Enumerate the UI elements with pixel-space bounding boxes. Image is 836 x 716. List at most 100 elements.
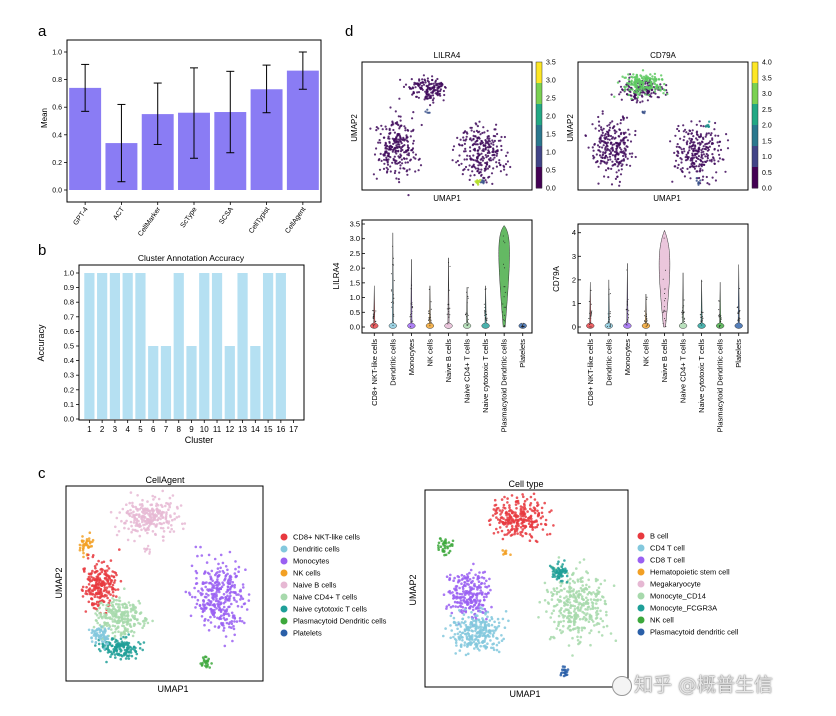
panel-d2-point: [614, 177, 618, 180]
panel-d2-point-high: [662, 92, 665, 95]
panel-c1-point-naive-cytotoxic: [141, 648, 144, 652]
panel-c2-point-cd4-t: [481, 607, 484, 610]
panel-c2-point-monocyte-cd14: [563, 587, 566, 591]
panel-d2-point: [605, 144, 609, 147]
panel-c2-point-cd4-t: [478, 649, 481, 652]
panel-c2-point-b-cell: [495, 527, 498, 531]
panel-c2-point-monocyte-cd14: [577, 630, 580, 634]
panel-c1-point-cd8-nkt: [90, 571, 93, 575]
panel-c1-point-naive-b: [146, 500, 149, 503]
panel-c1-point-monocytes: [217, 588, 220, 592]
panel-c1-point-naive-b: [140, 515, 143, 519]
panel-c2-point-b-cell: [506, 529, 510, 532]
panel-d1-point: [488, 165, 491, 168]
panel-d2-point: [619, 91, 622, 94]
panel-c2-point-cd8-t: [466, 573, 469, 576]
panel-d2-point: [691, 129, 694, 132]
panel-c2-point-cd8-t: [464, 610, 468, 614]
panel-d2-point: [610, 93, 613, 96]
panel-d2-point: [690, 145, 693, 148]
panel-d4-jitter-point: [589, 326, 591, 328]
panel-d2-point-high: [651, 77, 654, 81]
panel-d4-jitter-point: [739, 310, 741, 312]
panel-c2-point-cd8-t: [471, 605, 475, 609]
panel-d1-point: [482, 157, 485, 160]
panel-c2-point-b-cell: [499, 513, 502, 516]
panel-c1-point-monocytes: [215, 591, 218, 594]
panel-c1-point-monocytes: [225, 590, 228, 594]
panel-c1-point-pdc: [204, 655, 208, 659]
panel-c1-point-monocytes: [243, 621, 246, 625]
panel-d3-jitter-point: [466, 320, 468, 322]
panel-d1-point: [491, 182, 494, 185]
panel-d2-point: [683, 150, 686, 153]
panel-c2-point-cd4-t: [470, 637, 474, 641]
panel-c2-point-b-cell: [516, 515, 519, 518]
panel-d2-point: [628, 152, 632, 155]
panel-c2-point-nk: [437, 544, 440, 547]
panel-d2-point: [681, 167, 684, 170]
panel-d2-point: [620, 150, 623, 153]
panel-c2-point-monocyte-cd14: [569, 611, 573, 615]
panel-c2-point-cd4-t: [454, 641, 458, 644]
panel-c2-point-b-cell: [515, 496, 519, 500]
panel-d2-point: [615, 147, 618, 150]
panel-c1-point-cd8-nkt: [109, 593, 112, 596]
panel-d1-point: [420, 87, 423, 90]
panel-c2-point-b-cell: [513, 513, 517, 516]
panel-d2-point: [592, 157, 595, 160]
panel-c2-point-b-cell: [533, 498, 537, 501]
panel-c1-point-naive-cytotoxic: [124, 657, 128, 660]
panel-c1-point-monocytes: [194, 606, 197, 609]
panel-c2-point-b-cell: [516, 532, 519, 535]
panel-c2-point-b-cell: [507, 518, 511, 522]
panel-d2-point-high: [627, 73, 630, 76]
panel-d1-point: [394, 169, 397, 173]
panel-c1-point-cd8-nkt: [95, 600, 99, 604]
panel-c2-point-monocyte-cd14: [562, 624, 565, 628]
panel-c1-point-monocytes: [201, 581, 205, 584]
panel-c2-point-monocyte-cd14: [550, 612, 554, 615]
panel-c2-point-cd4-t: [465, 635, 469, 638]
panel-c2-point-cd4-t: [452, 621, 456, 624]
panel-c2-point-nk: [441, 542, 445, 545]
panel-d2-point: [617, 142, 620, 145]
panel-d2-point: [597, 149, 600, 152]
panel-d2-point: [619, 118, 623, 122]
panel-d4-jitter-point: [682, 310, 683, 311]
panel-c2-point-cd4-t: [449, 636, 453, 640]
panel-d3-ytick-label: 0.0: [350, 323, 360, 332]
panel-d1-point: [424, 81, 427, 84]
panel-c2-point-monocyte-cd14: [579, 602, 583, 606]
panel-c2-point-cd4-t: [492, 642, 496, 645]
panel-c2-point-monocyte-cd14: [559, 595, 562, 598]
panel-d4-jitter-point: [626, 304, 628, 306]
panel-c2-point-monocyte-cd14: [584, 601, 588, 604]
panel-d1-point: [397, 149, 400, 152]
panel-d2-point: [598, 140, 601, 143]
panel-d2-point-high: [653, 72, 657, 76]
panel-c2-point-monocyte-cd14: [573, 623, 576, 626]
panel-c1-point-naive-cytotoxic: [138, 647, 142, 650]
panel-c1-point-naive-cytotoxic: [105, 660, 108, 664]
panel-c2-point-cd8-t: [469, 568, 473, 572]
panel-c1-point-cd8-nkt: [113, 581, 116, 584]
panel-d1-point: [483, 176, 486, 180]
panel-c2-point-monocyte-cd14: [559, 584, 563, 588]
panel-c2-point-monocyte-fcgr3a: [557, 572, 561, 575]
panel-c2-point-cd8-t: [460, 592, 464, 596]
panel-c1-point-monocytes: [235, 593, 238, 596]
panel-d2-point: [718, 157, 722, 160]
panel-c1-point-monocytes: [209, 601, 213, 605]
panel-d1-point: [427, 111, 430, 114]
panel-c2-point-monocyte-cd14: [569, 577, 572, 581]
panel-c2-point-monocyte-cd14: [575, 600, 579, 604]
panel-d4-jitter-point: [628, 317, 629, 319]
panel-c1-point-cd8-nkt: [81, 585, 85, 589]
panel-c2-point-b-cell: [521, 528, 525, 531]
panel-d3-jitter-point: [504, 314, 505, 316]
panel-c2-point-cd8-t: [453, 600, 457, 604]
panel-d3-jitter-point: [393, 264, 395, 266]
panel-c1-legend-marker: [280, 533, 288, 541]
